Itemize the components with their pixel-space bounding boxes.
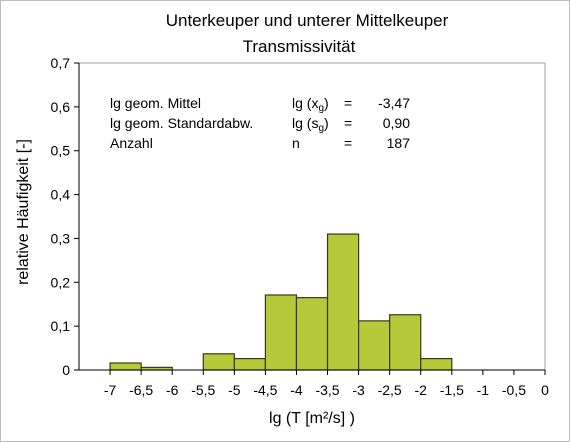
histogram-bar [233, 357, 266, 371]
stat-symbol: n [292, 135, 300, 151]
bars [109, 233, 453, 371]
stat-equals: = [344, 115, 352, 131]
y-tick-label: 0,1 [51, 318, 71, 334]
x-tick-label: -3,5 [315, 382, 339, 398]
x-axis-label: lg (T [m²/s] ) [269, 410, 355, 427]
histogram-bar [326, 233, 360, 371]
x-tick-label: -7 [104, 382, 117, 398]
chart-subtitle: Transmissivität [243, 37, 356, 56]
histogram-bar [358, 320, 391, 371]
x-tick-label: -2,5 [378, 382, 402, 398]
stat-value: 0,90 [383, 115, 410, 131]
histogram-bar [420, 357, 453, 371]
histogram-bar [109, 362, 142, 371]
stat-equals: = [344, 135, 352, 151]
stat-equals: = [344, 95, 352, 111]
x-tick-label: -2 [415, 382, 428, 398]
histogram-bar [202, 353, 235, 371]
stat-label: Anzahl [110, 135, 153, 151]
histogram-bar [389, 314, 422, 371]
x-tick-label: -4,5 [253, 382, 277, 398]
x-tick-label: -4 [290, 382, 303, 398]
x-tick-label: -6,5 [129, 382, 153, 398]
x-tick-label: -5,5 [191, 382, 215, 398]
stat-label: lg geom. Standardabw. [110, 115, 253, 131]
statistics-box: lg geom. Mittel lg (xg) = -3,47 lg geom. Sta… [110, 95, 410, 151]
x-tick-label: -3 [352, 382, 365, 398]
x-tick-label: -1 [477, 382, 490, 398]
y-tick-label: 0,3 [51, 230, 71, 246]
histogram-bar [264, 294, 298, 371]
x-tick-label: -0,5 [502, 382, 526, 398]
stat-value: 187 [387, 135, 411, 151]
histogram-bar [295, 297, 329, 371]
x-tick-label: -1,5 [440, 382, 464, 398]
x-tick-label: -5 [228, 382, 241, 398]
stat-symbol: lg (xg) [292, 95, 329, 114]
y-axis-label: relative Häufigkeit [-] [15, 139, 32, 285]
y-tick-label: 0,6 [51, 99, 71, 115]
x-tick-label: -6 [166, 382, 179, 398]
x-tick-label: 0 [541, 382, 549, 398]
y-tick-label: 0,7 [51, 55, 71, 71]
chart-title: Unterkeuper und unterer Mittelkeuper [166, 11, 449, 30]
stat-symbol: lg (sg) [292, 115, 329, 134]
y-tick-label: 0 [62, 362, 70, 378]
y-tick-label: 0,4 [51, 187, 71, 203]
axes: 0 0,1 0,2 0,3 0,4 0,5 0,6 0,7 -7 -6,5 -6 -5,5 -5 -4,5… [51, 55, 550, 398]
stat-label: lg geom. Mittel [110, 95, 201, 111]
y-tick-label: 0,2 [51, 274, 71, 290]
y-tick-label: 0,5 [51, 143, 71, 159]
stat-value: -3,47 [378, 95, 410, 111]
